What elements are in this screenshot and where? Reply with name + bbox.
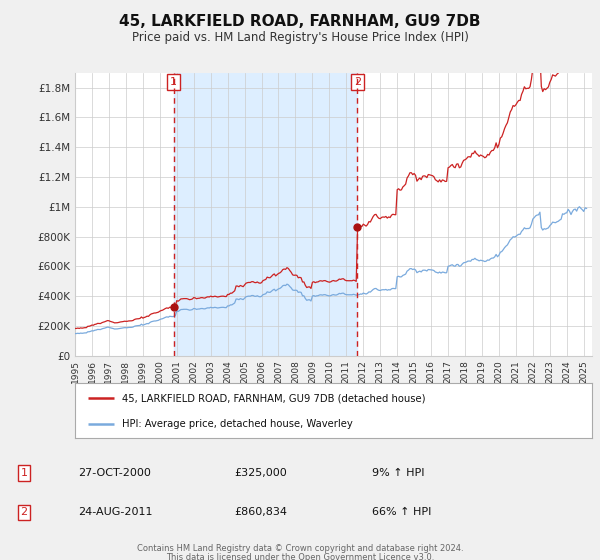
Text: £860,834: £860,834 (234, 507, 287, 517)
Text: 27-OCT-2000: 27-OCT-2000 (78, 468, 151, 478)
Text: 1: 1 (170, 77, 177, 87)
Text: 66% ↑ HPI: 66% ↑ HPI (372, 507, 431, 517)
Text: 9% ↑ HPI: 9% ↑ HPI (372, 468, 425, 478)
Bar (173, 73, 358, 356)
Text: HPI: Average price, detached house, Waverley: HPI: Average price, detached house, Wave… (122, 419, 352, 429)
Text: £325,000: £325,000 (234, 468, 287, 478)
Text: 1: 1 (20, 468, 28, 478)
Text: 24-AUG-2011: 24-AUG-2011 (78, 507, 152, 517)
Text: 2: 2 (20, 507, 28, 517)
Text: This data is licensed under the Open Government Licence v3.0.: This data is licensed under the Open Gov… (166, 553, 434, 560)
Text: Contains HM Land Registry data © Crown copyright and database right 2024.: Contains HM Land Registry data © Crown c… (137, 544, 463, 553)
Text: Price paid vs. HM Land Registry's House Price Index (HPI): Price paid vs. HM Land Registry's House … (131, 31, 469, 44)
Text: 2: 2 (354, 77, 361, 87)
Text: 45, LARKFIELD ROAD, FARNHAM, GU9 7DB: 45, LARKFIELD ROAD, FARNHAM, GU9 7DB (119, 14, 481, 29)
Text: 45, LARKFIELD ROAD, FARNHAM, GU9 7DB (detached house): 45, LARKFIELD ROAD, FARNHAM, GU9 7DB (de… (122, 394, 425, 403)
